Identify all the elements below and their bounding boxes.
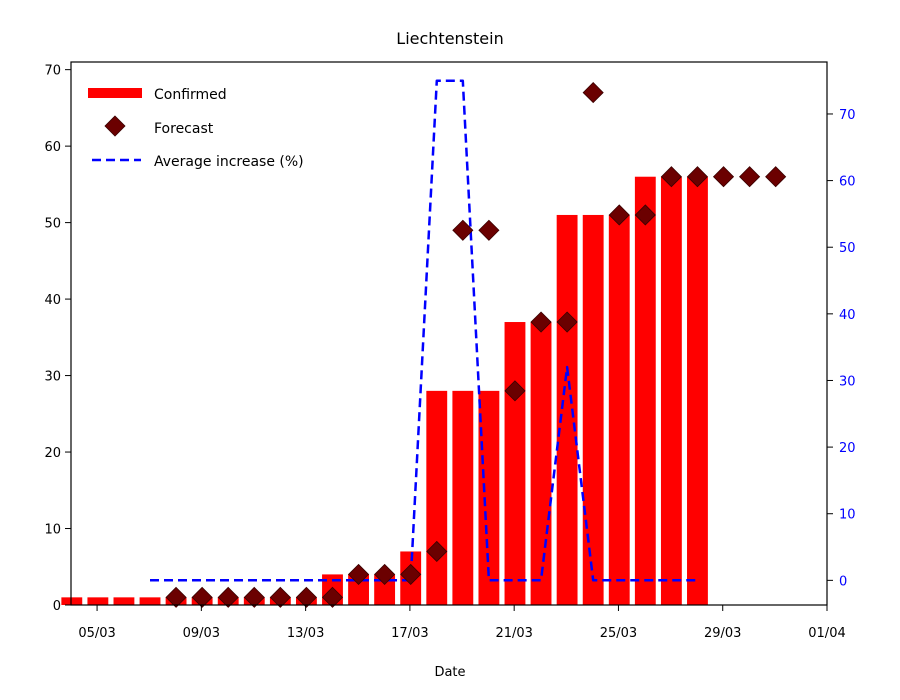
bar-confirmed: [139, 597, 161, 605]
legend-average-label: Average increase (%): [154, 154, 304, 170]
forecast-point: [504, 380, 526, 402]
forecast-point: [452, 219, 474, 241]
forecast-layer: [165, 82, 787, 608]
forecast-point: [374, 563, 396, 585]
bar-confirmed: [608, 214, 630, 605]
bar-confirmed: [61, 597, 83, 605]
forecast-point: [217, 586, 239, 608]
bar-confirmed: [426, 390, 448, 605]
forecast-point: [530, 311, 552, 333]
plot-frame: [70, 61, 828, 606]
bar-confirmed: [452, 390, 474, 605]
x-axis-label: Date: [434, 665, 465, 680]
forecast-point: [765, 166, 787, 188]
y-axis-right: 0 10 20 30 40 50 60 70: [827, 108, 856, 589]
bar-confirmed: [634, 176, 656, 605]
chart-title: Liechtenstein: [396, 29, 503, 48]
y-right-tick-label: 40: [839, 308, 856, 323]
forecast-point: [269, 586, 291, 608]
legend-confirmed-label: Confirmed: [154, 87, 227, 103]
y-left-tick-label: 20: [44, 446, 61, 461]
forecast-point: [686, 166, 709, 188]
y-right-tick-label: 60: [839, 175, 856, 190]
bar-confirmed: [87, 597, 109, 605]
y-left-tick-label: 0: [53, 599, 61, 614]
x-tick-label: 29/03: [704, 626, 741, 641]
x-tick-label: 09/03: [183, 626, 220, 641]
bar-confirmed: [113, 597, 135, 605]
forecast-point: [739, 166, 761, 188]
y-left-tick-label: 10: [44, 523, 61, 538]
x-tick-label: 17/03: [391, 626, 428, 641]
legend-confirmed-swatch: [88, 88, 142, 98]
bar-confirmed: [687, 176, 708, 605]
series-line-average-increase: [150, 79, 698, 582]
y-right-tick-label: 50: [839, 241, 856, 256]
y-right-tick-label: 30: [839, 374, 856, 389]
legend: Confirmed Forecast Average increase (%): [88, 87, 304, 170]
forecast-point: [712, 166, 735, 188]
forecast-point: [191, 586, 213, 608]
bar-confirmed: [530, 322, 552, 605]
forecast-point: [347, 563, 370, 585]
y-axis-left: 0 10 20 30 40 50 60 70: [44, 64, 71, 614]
y-right-tick-label: 0: [839, 574, 847, 589]
forecast-point: [165, 586, 187, 608]
bar-confirmed: [556, 214, 578, 605]
forecast-point: [608, 204, 630, 226]
x-tick-label: 25/03: [600, 626, 637, 641]
y-left-tick-label: 40: [44, 293, 61, 308]
forecast-point: [556, 311, 578, 333]
y-right-tick-label: 10: [839, 508, 856, 523]
forecast-point: [582, 82, 604, 104]
bar-confirmed: [582, 214, 604, 605]
forecast-point: [295, 586, 317, 608]
y-right-tick-label: 20: [839, 441, 856, 456]
forecast-point: [321, 586, 344, 608]
x-tick-label: 21/03: [495, 626, 532, 641]
forecast-point: [660, 166, 682, 188]
bar-confirmed: [504, 322, 526, 605]
bar-confirmed: [374, 574, 396, 605]
legend-forecast-marker: [104, 115, 126, 137]
bar-confirmed: [478, 390, 500, 605]
x-tick-label: 01/04: [808, 626, 845, 641]
y-left-tick-label: 50: [44, 217, 61, 232]
forecast-point: [634, 204, 656, 226]
forecast-point: [243, 586, 265, 608]
forecast-point: [478, 219, 500, 241]
bars-layer: [61, 176, 708, 605]
y-left-tick-label: 60: [44, 140, 61, 155]
bar-confirmed: [660, 176, 682, 605]
bar-confirmed: [348, 574, 369, 605]
legend-forecast-label: Forecast: [154, 121, 214, 137]
forecast-point: [400, 563, 422, 585]
x-axis: 05/03 09/03 13/03 17/03 21/03 25/03 29/03 01/04: [78, 605, 846, 641]
y-left-tick-label: 30: [44, 370, 61, 385]
forecast-point: [426, 540, 448, 563]
x-tick-label: 13/03: [287, 626, 324, 641]
average-line-layer: [150, 79, 698, 582]
y-left-tick-label: 70: [44, 64, 61, 79]
y-right-tick-label: 70: [839, 108, 856, 123]
x-tick-label: 05/03: [78, 626, 115, 641]
